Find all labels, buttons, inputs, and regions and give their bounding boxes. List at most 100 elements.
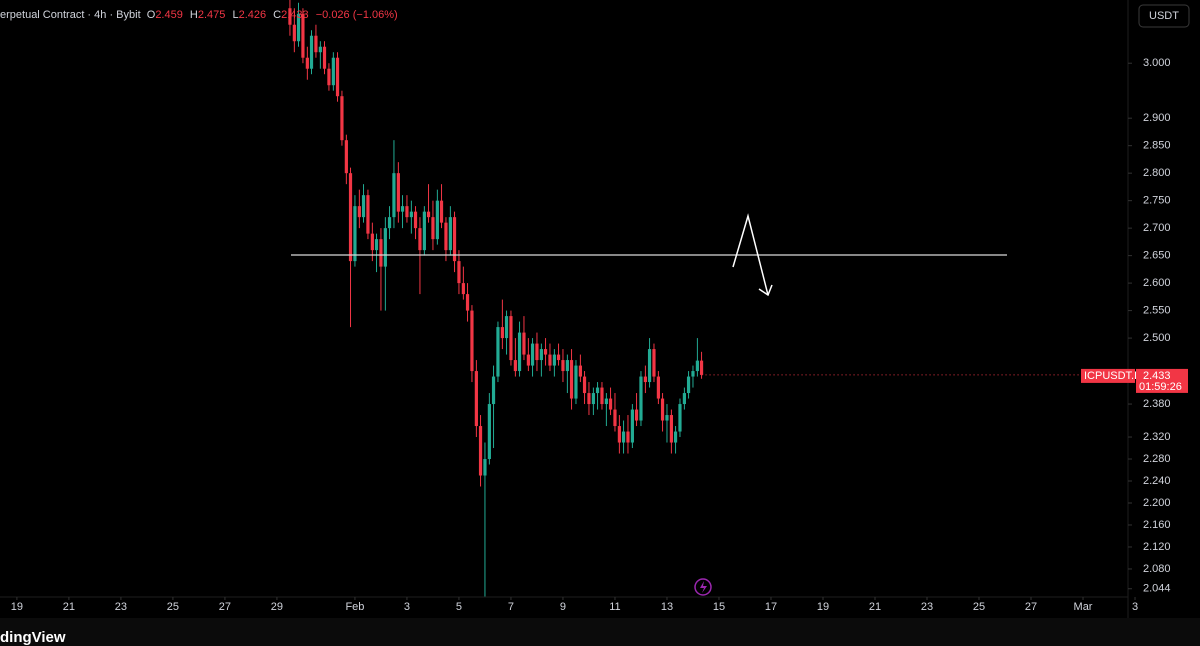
y-tick-label: 2.160 — [1143, 519, 1171, 531]
candle-body — [457, 261, 461, 284]
y-tick-label: 2.200 — [1143, 497, 1171, 509]
y-tick-label: 2.044 — [1143, 583, 1171, 595]
candle-body — [695, 360, 699, 372]
y-tick-label: 2.650 — [1143, 250, 1171, 262]
y-tick-label: 2.600 — [1143, 277, 1171, 289]
candle-body — [444, 222, 448, 251]
ohlc-value: 2.459 — [155, 9, 183, 21]
candle-body — [331, 57, 335, 86]
x-tick-label: 21 — [869, 601, 881, 613]
candle-body — [621, 431, 626, 443]
candle-body — [435, 200, 439, 240]
candle-body — [574, 365, 578, 399]
footer — [0, 618, 1200, 646]
symbol-tag — [1081, 368, 1135, 383]
x-tick-label: Feb — [345, 601, 364, 613]
symbol-tag-label: ICPUSDT.P — [1084, 370, 1141, 382]
candle-body — [387, 217, 392, 229]
candle-body — [318, 46, 322, 53]
candle-body — [535, 343, 539, 361]
candle-body — [366, 195, 370, 234]
event-icon[interactable] — [694, 578, 712, 596]
x-tick-label: 23 — [115, 601, 127, 613]
candle-body — [296, 13, 301, 42]
candle-body — [561, 360, 565, 372]
x-tick-label: 11 — [609, 601, 620, 613]
candle-body — [314, 35, 318, 53]
candle-body — [556, 354, 561, 361]
ohlc-key: O — [146, 9, 156, 21]
candle-body — [526, 354, 530, 366]
symbol-description: erpetual Contract · 4h · Bybit — [0, 9, 141, 21]
candle-body — [643, 376, 647, 383]
candles — [288, 0, 704, 597]
candle-body — [348, 173, 353, 262]
candle-body — [569, 360, 574, 399]
candle-body — [426, 211, 431, 218]
x-tick-label: 13 — [661, 601, 673, 613]
candle-body — [604, 398, 608, 405]
candle-body — [500, 327, 504, 339]
ohlc-value: 2.426 — [238, 9, 267, 21]
x-tick-label: 7 — [508, 601, 514, 613]
candle-body — [431, 217, 435, 240]
candle-body — [474, 371, 478, 427]
candle-body — [613, 409, 617, 427]
currency-label[interactable]: USDT — [1149, 10, 1179, 22]
candle-body — [405, 206, 409, 218]
y-tick-label: 3.000 — [1143, 57, 1171, 69]
candle-body — [673, 431, 678, 443]
candle-body — [656, 376, 660, 399]
candle-body — [587, 393, 591, 405]
x-tick-label: 5 — [456, 601, 462, 613]
candle-body — [357, 206, 361, 218]
candle-body — [288, 8, 292, 25]
candle-body — [678, 404, 682, 432]
ohlc-key: C — [273, 9, 282, 21]
x-tick-label: 27 — [219, 601, 231, 613]
candle-body — [600, 387, 604, 405]
candle-body — [344, 140, 348, 174]
y-tick-label: 2.850 — [1143, 140, 1171, 152]
candle-body — [487, 404, 491, 460]
currency-button[interactable] — [1138, 4, 1190, 28]
candle-body — [539, 349, 543, 361]
x-tick-label: 21 — [63, 601, 75, 613]
candle-body — [548, 354, 552, 366]
candle-body — [617, 426, 621, 443]
candle-body — [552, 354, 556, 366]
x-tick-label: 17 — [765, 601, 777, 613]
candle-body — [491, 376, 496, 405]
y-tick-label: 2.700 — [1143, 222, 1171, 234]
x-tick-label: 25 — [973, 601, 985, 613]
candle-body — [634, 409, 639, 421]
ohlc-value: 2.475 — [197, 9, 226, 21]
candle-body — [400, 206, 405, 212]
y-tick-label: 2.240 — [1143, 475, 1171, 487]
candle-body — [465, 294, 470, 311]
y-tick-label: 2.380 — [1143, 398, 1171, 410]
candle-body — [639, 376, 643, 421]
candle-body — [470, 310, 474, 372]
x-tick-label: 19 — [817, 601, 829, 613]
candle-body — [669, 415, 673, 443]
candle-body — [517, 332, 522, 372]
candle-body — [361, 195, 366, 218]
candle-body — [383, 228, 387, 267]
x-tick-label: 15 — [713, 601, 725, 613]
candle-body — [478, 426, 483, 476]
candle-body — [392, 173, 396, 218]
ohlc-key: H — [189, 9, 198, 21]
candle-body — [652, 349, 656, 377]
candle-body — [422, 211, 426, 251]
y-tick-label: 2.500 — [1143, 332, 1171, 344]
candle-body — [504, 316, 509, 339]
price-tag — [1136, 368, 1188, 393]
candle-body — [292, 24, 296, 42]
event-icon-bolt — [700, 581, 707, 593]
x-tick-label: Mar — [1074, 601, 1093, 613]
candle-body — [452, 217, 457, 262]
